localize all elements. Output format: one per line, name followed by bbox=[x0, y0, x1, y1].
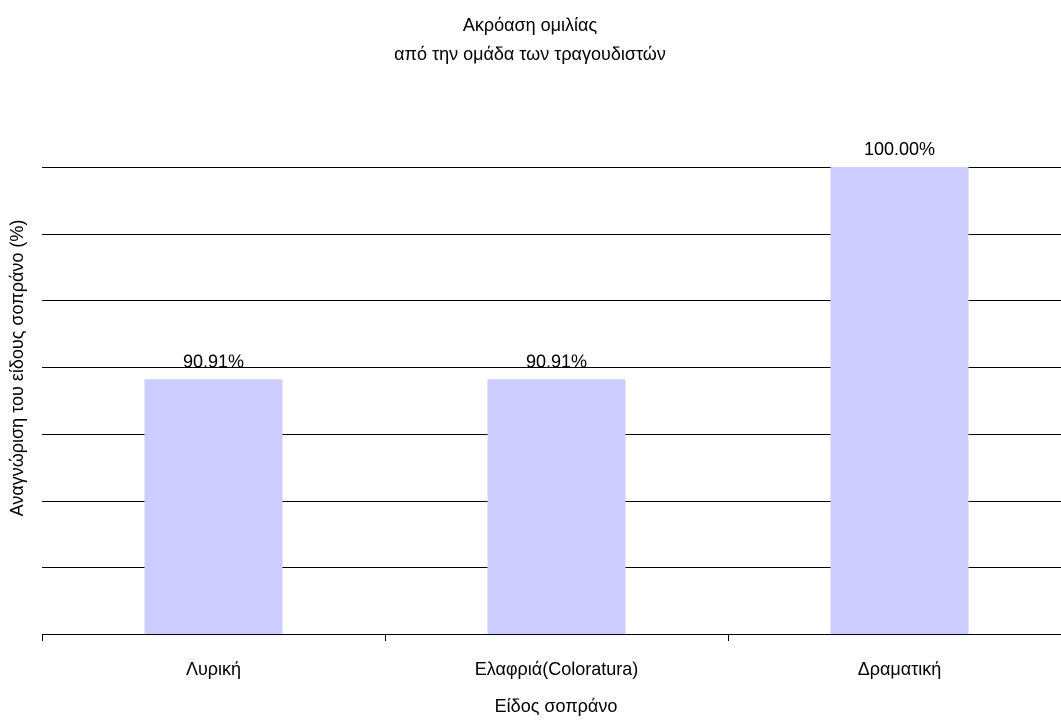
x-tick-label: Λυρική bbox=[186, 659, 241, 679]
bars bbox=[144, 167, 969, 634]
x-axis: Λυρική Ελαφριά(Coloratura) Δραματική bbox=[42, 634, 1061, 679]
chart-title: Ακρόαση ομιλίας bbox=[463, 15, 598, 35]
y-axis-label: Αναγνώριση του είδους σοπράνο (%) bbox=[7, 220, 27, 517]
bar bbox=[144, 379, 283, 634]
data-label: 100.00% bbox=[864, 139, 935, 159]
data-label: 90.91% bbox=[183, 351, 244, 371]
data-label: 90.91% bbox=[526, 351, 587, 371]
chart-subtitle: από την ομάδα των τραγουδιστών bbox=[394, 44, 666, 64]
x-axis-label: Είδος σοπράνο bbox=[495, 696, 618, 716]
bar bbox=[830, 167, 969, 634]
data-labels: 90.91% 90.91% 100.00% bbox=[183, 139, 935, 371]
x-tick-label: Ελαφριά(Coloratura) bbox=[475, 659, 639, 679]
bar bbox=[487, 379, 626, 634]
x-tick-label: Δραματική bbox=[858, 659, 942, 679]
